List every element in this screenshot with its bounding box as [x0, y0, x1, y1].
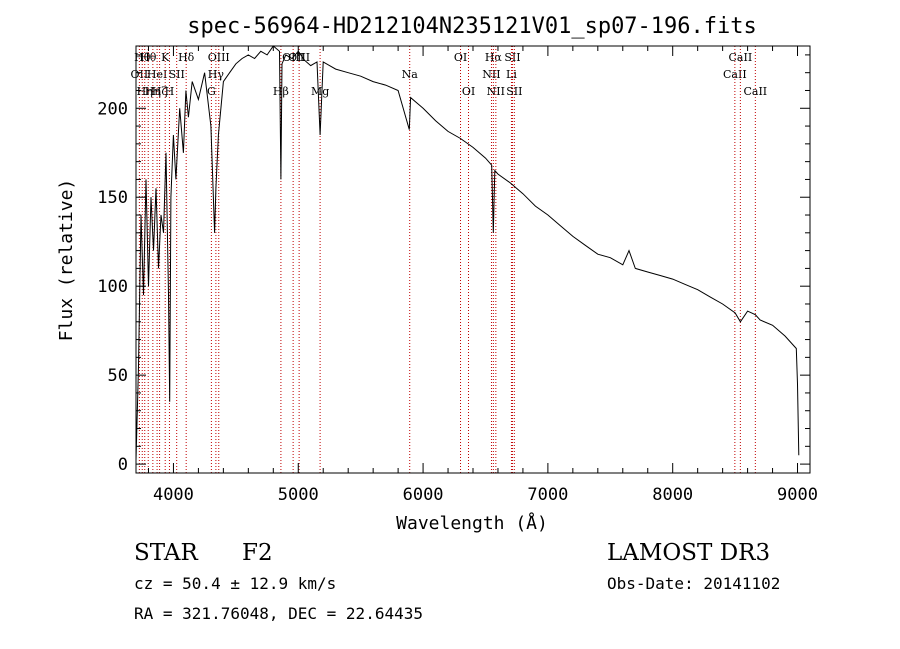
x-axis-label: Wavelength (Å) [396, 512, 548, 534]
line-label-11: G [207, 85, 216, 98]
line-label-10: Hδ [178, 51, 195, 64]
line-label-19: OI [454, 51, 467, 64]
spectral-line-markers: OIIHθHηHθHηHeIHζKHSIIHδGHγOIIIHβOIIIOIII… [131, 46, 767, 473]
line-label-18: Na [402, 68, 419, 81]
line-label-14: Hβ [273, 85, 289, 98]
x-tick-label-3: 7000 [527, 485, 568, 505]
line-label-21: NII [482, 68, 500, 81]
y-tick-label-3: 150 [97, 188, 128, 208]
axis-ticks: 4000 5000 6000 7000 8000 9000 0 50 100 150 200 [97, 46, 818, 505]
line-label-22: Hα [485, 51, 503, 64]
plot-frame [135, 45, 811, 474]
redshift-velocity: cz = 50.4 ± 12.9 km/s [134, 574, 337, 593]
line-label-23: NII [487, 85, 505, 98]
line-label-28: CaII [729, 51, 753, 64]
spectrum-line [135, 45, 800, 461]
x-tick-label-5: 9000 [777, 485, 818, 505]
line-label-5: HeI [147, 68, 167, 81]
line-label-3: Hθ [140, 51, 157, 64]
y-tick-label-4: 200 [97, 99, 128, 119]
line-label-1: Hθ [134, 51, 151, 64]
x-tick-label-4: 8000 [652, 485, 693, 505]
line-label-13: OIII [208, 51, 230, 64]
y-tick-label-2: 100 [97, 277, 128, 297]
coordinates: RA = 321.76048, DEC = 22.64435 [134, 604, 423, 623]
line-label-17: Mg [311, 85, 329, 98]
line-label-12: Hγ [208, 68, 225, 81]
line-label-26: SII [506, 85, 522, 98]
line-label-2: Hη [137, 85, 153, 98]
line-label-29: CaII [743, 85, 767, 98]
line-label-24: Li [506, 68, 517, 81]
line-label-9: SII [169, 68, 185, 81]
line-label-27: CaII [723, 68, 747, 81]
line-label-25: SII [504, 51, 520, 64]
object-class: STAR [134, 540, 198, 566]
x-tick-label-0: 4000 [153, 485, 194, 505]
line-label-0: OII [131, 68, 149, 81]
y-axis-label: Flux (relative) [56, 179, 77, 342]
line-label-20: OI [462, 85, 475, 98]
y-tick-label-0: 0 [118, 455, 128, 475]
survey-name: LAMOST DR3 [607, 540, 771, 566]
x-tick-label-1: 5000 [278, 485, 319, 505]
line-label-6: Hζ [152, 85, 168, 98]
observation-date: Obs-Date: 20141102 [607, 574, 781, 593]
chart-title: spec-56964-HD212104N235121V01_sp07-196.f… [187, 14, 757, 39]
y-tick-label-1: 50 [108, 366, 128, 386]
x-tick-label-2: 6000 [403, 485, 444, 505]
line-label-7: K [161, 51, 170, 64]
line-label-8: H [165, 85, 175, 98]
object-subclass: F2 [242, 540, 273, 566]
